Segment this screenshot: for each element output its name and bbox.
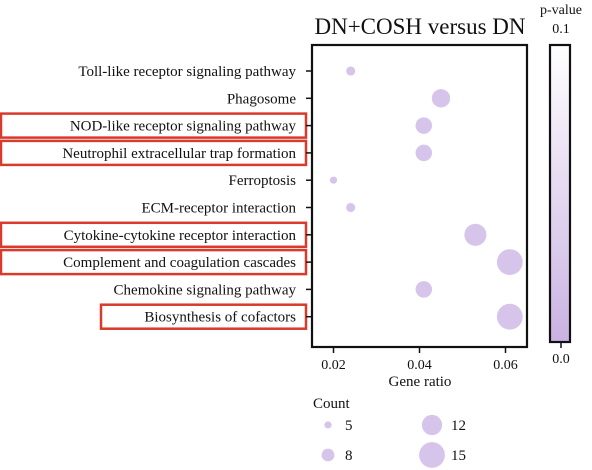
data-point bbox=[415, 281, 433, 298]
size-legend-marker bbox=[321, 448, 335, 462]
y-tick-label: Chemokine signaling pathway bbox=[114, 282, 297, 298]
colorbar-gradient bbox=[548, 43, 572, 344]
size-legend-label: 15 bbox=[451, 448, 466, 464]
data-point bbox=[431, 89, 451, 108]
x-tick-label: 0.06 bbox=[493, 358, 518, 373]
data-point bbox=[346, 202, 356, 213]
plot-area-frame bbox=[310, 43, 529, 349]
data-point bbox=[329, 176, 338, 184]
y-tick-label: Neutrophil extracellular trap formation bbox=[62, 146, 296, 162]
colorbar-min-label: 0.0 bbox=[552, 352, 570, 367]
y-tick-label: Biosynthesis of cofactors bbox=[144, 310, 296, 326]
size-legend-label: 8 bbox=[345, 448, 353, 464]
size-legend-title: Count bbox=[313, 396, 351, 412]
y-tick-label: Toll-like receptor signaling pathway bbox=[78, 64, 296, 80]
size-legend-label: 5 bbox=[345, 418, 353, 434]
x-tick-label: 0.04 bbox=[407, 358, 432, 373]
y-tick-label: ECM-receptor interaction bbox=[141, 201, 296, 217]
size-legend-marker bbox=[421, 414, 443, 436]
y-tick-label: NOD-like receptor signaling pathway bbox=[70, 119, 297, 135]
data-point bbox=[496, 303, 523, 330]
colorbar-max-label: 0.1 bbox=[552, 22, 570, 37]
size-legend-marker bbox=[419, 442, 445, 468]
colorbar-title: p-value bbox=[540, 3, 582, 18]
data-point bbox=[415, 144, 433, 162]
x-tick-label: 0.02 bbox=[321, 358, 346, 373]
data-point bbox=[496, 249, 523, 275]
y-tick-label: Complement and coagulation cascades bbox=[63, 255, 296, 271]
data-point bbox=[415, 117, 433, 134]
y-tick-label: Cytokine-cytokine receptor interaction bbox=[64, 228, 297, 244]
chart-title: DN+COSH versus DN bbox=[314, 14, 525, 39]
x-axis-label: Gene ratio bbox=[389, 374, 452, 390]
y-tick-label: Ferroptosis bbox=[229, 173, 297, 189]
data-point bbox=[464, 223, 487, 246]
size-legend-label: 12 bbox=[451, 418, 466, 434]
y-tick-label: Phagosome bbox=[227, 91, 297, 107]
data-point bbox=[346, 66, 356, 76]
size-legend-marker bbox=[324, 421, 332, 429]
